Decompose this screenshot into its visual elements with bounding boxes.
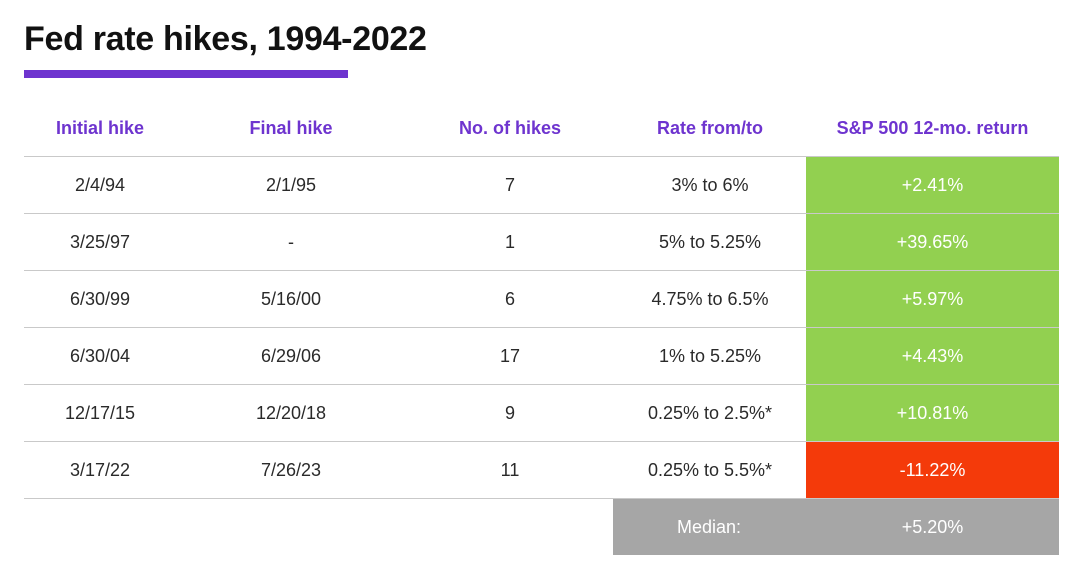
final-hike-cell: 7/26/23 xyxy=(260,459,322,480)
table-header-row: Initial hike Final hike No. of hikes Rat… xyxy=(24,100,1059,157)
header-final-hike: Final hike xyxy=(249,117,333,138)
header-no-of-hikes: No. of hikes xyxy=(458,117,561,138)
sp500-return-cell: +2.41% xyxy=(806,157,1059,213)
final-hike-cell: 12/20/18 xyxy=(255,402,327,423)
median-box: Median: +5.20% xyxy=(613,499,1059,555)
table-row: 3/17/22 7/26/23 11 0.25% to 5.5%* -11.22% xyxy=(24,442,1059,499)
no-of-hikes-cell: 6 xyxy=(504,288,515,309)
header-initial-hike: Initial hike xyxy=(55,117,145,138)
final-hike-cell: 5/16/00 xyxy=(260,288,322,309)
sp500-return-cell: +5.97% xyxy=(806,271,1059,327)
final-hike-cell: 2/1/95 xyxy=(265,174,317,195)
rate-from-to-cell: 4.75% to 6.5% xyxy=(651,288,769,309)
median-value: +5.20% xyxy=(901,516,964,537)
median-label: Median: xyxy=(676,516,742,537)
initial-hike-cell: 6/30/04 xyxy=(69,345,131,366)
no-of-hikes-cell: 9 xyxy=(504,402,515,423)
table-body: 2/4/94 2/1/95 7 3% to 6% +2.41% 3/25/97 - 1 5% t… xyxy=(24,157,1059,499)
no-of-hikes-cell: 1 xyxy=(504,231,515,252)
rate-from-to-cell: 3% to 6% xyxy=(671,174,749,195)
sp500-return-cell: -11.22% xyxy=(806,442,1059,498)
rate-from-to-cell: 1% to 5.25% xyxy=(658,345,762,366)
header-sp500-return: S&P 500 12-mo. return xyxy=(836,117,1029,138)
initial-hike-cell: 12/17/15 xyxy=(64,402,136,423)
sp500-return-cell: +10.81% xyxy=(806,385,1059,441)
rate-from-to-cell: 0.25% to 2.5%* xyxy=(647,402,773,423)
table-row: 12/17/15 12/20/18 9 0.25% to 2.5%* +10.81% xyxy=(24,385,1059,442)
rate-from-to-cell: 5% to 5.25% xyxy=(658,231,762,252)
no-of-hikes-cell: 11 xyxy=(500,459,520,480)
table-row: 6/30/04 6/29/06 17 1% to 5.25% +4.43% xyxy=(24,328,1059,385)
table-row: 2/4/94 2/1/95 7 3% to 6% +2.41% xyxy=(24,157,1059,214)
no-of-hikes-cell: 17 xyxy=(499,345,521,366)
initial-hike-cell: 3/25/97 xyxy=(69,231,131,252)
rate-hikes-table: Initial hike Final hike No. of hikes Rat… xyxy=(24,100,1059,555)
rate-from-to-cell: 0.25% to 5.5%* xyxy=(647,459,773,480)
initial-hike-cell: 2/4/94 xyxy=(74,174,126,195)
median-row: Median: +5.20% xyxy=(24,499,1059,555)
table-row: 3/25/97 - 1 5% to 5.25% +39.65% xyxy=(24,214,1059,271)
sp500-return-cell: +39.65% xyxy=(806,214,1059,270)
title-underline xyxy=(24,70,348,78)
sp500-return-cell: +4.43% xyxy=(806,328,1059,384)
initial-hike-cell: 3/17/22 xyxy=(69,459,131,480)
final-hike-cell: - xyxy=(288,231,294,252)
initial-hike-cell: 6/30/99 xyxy=(69,288,131,309)
page-title: Fed rate hikes, 1994-2022 xyxy=(24,20,427,58)
header-rate-from-to: Rate from/to xyxy=(656,117,763,138)
no-of-hikes-cell: 7 xyxy=(504,174,515,195)
final-hike-cell: 6/29/06 xyxy=(260,345,322,366)
table-row: 6/30/99 5/16/00 6 4.75% to 6.5% +5.97% xyxy=(24,271,1059,328)
